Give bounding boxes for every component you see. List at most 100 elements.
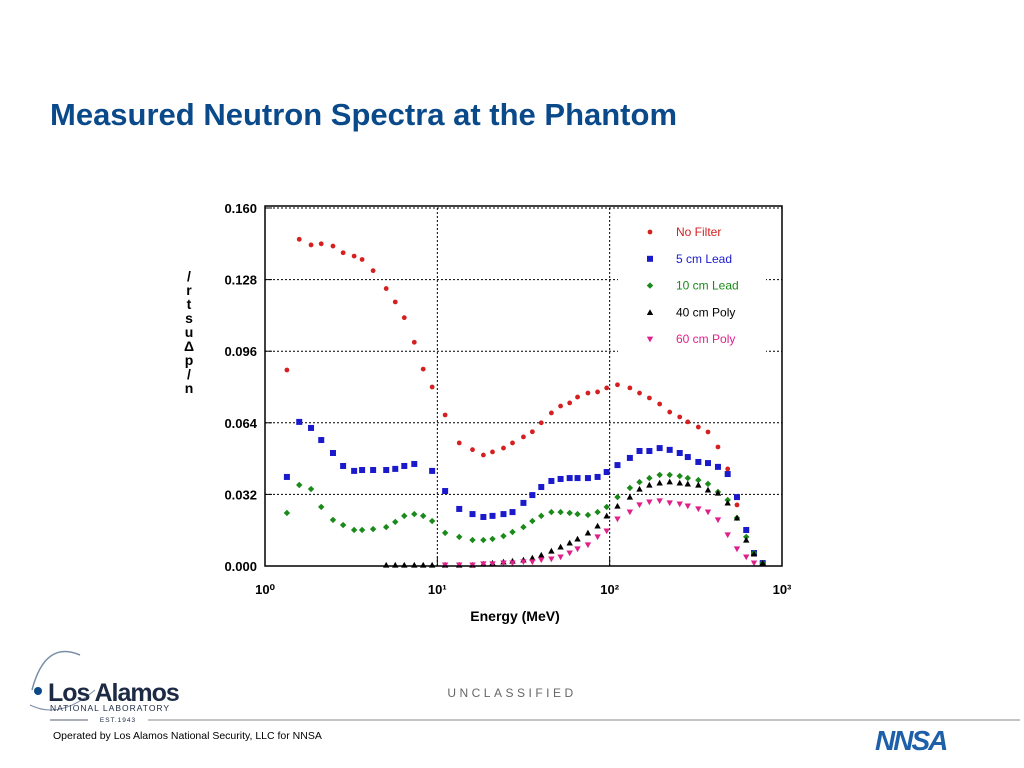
marker <box>411 460 418 467</box>
marker <box>318 241 324 247</box>
marker <box>442 412 448 418</box>
marker <box>656 445 663 452</box>
marker <box>509 528 516 536</box>
marker <box>369 525 377 533</box>
marker <box>420 512 427 520</box>
marker <box>594 473 601 480</box>
marker <box>594 508 601 516</box>
marker <box>456 440 462 446</box>
marker <box>646 447 653 454</box>
marker <box>759 559 766 566</box>
y-axis-label: /rtsuΔp/n <box>181 268 197 394</box>
marker <box>666 500 673 507</box>
marker <box>283 473 290 480</box>
logo-dot <box>34 687 42 695</box>
marker <box>480 561 487 568</box>
marker <box>695 424 701 430</box>
marker <box>646 474 653 482</box>
marker <box>442 488 449 495</box>
marker <box>529 429 535 435</box>
marker <box>656 479 663 486</box>
marker <box>557 554 564 561</box>
marker <box>370 467 377 474</box>
marker <box>296 481 303 489</box>
marker <box>489 512 496 519</box>
y-tick-label: 0.032 <box>224 487 257 502</box>
marker <box>296 418 303 425</box>
marker <box>318 503 325 511</box>
marker <box>469 536 476 544</box>
marker <box>626 509 634 516</box>
marker <box>548 477 555 484</box>
marker <box>637 390 642 396</box>
marker <box>339 521 347 529</box>
marker <box>715 444 721 450</box>
marker <box>656 471 663 479</box>
marker <box>566 539 573 546</box>
y-tick-label: 0.096 <box>224 344 257 359</box>
marker <box>657 401 663 407</box>
marker <box>548 556 555 563</box>
marker <box>626 454 633 461</box>
marker <box>603 503 610 511</box>
marker <box>646 395 652 401</box>
marker <box>401 462 408 469</box>
nnsa-logo: NNSA <box>875 725 947 756</box>
logo-name: Los Alamos <box>48 679 179 707</box>
marker <box>489 561 496 568</box>
marker <box>584 475 591 482</box>
marker <box>567 400 573 406</box>
marker <box>704 486 712 493</box>
marker <box>750 560 758 567</box>
marker <box>329 450 336 457</box>
marker <box>538 557 545 564</box>
marker <box>614 502 621 509</box>
marker <box>733 546 741 553</box>
marker <box>646 336 654 343</box>
marker <box>725 466 731 472</box>
marker <box>646 499 653 506</box>
marker <box>676 472 683 480</box>
marker <box>594 522 601 529</box>
marker <box>351 467 358 474</box>
x-tick-label: 10¹ <box>428 582 447 597</box>
marker <box>383 523 390 531</box>
marker <box>340 250 346 256</box>
marker <box>677 414 683 420</box>
marker <box>574 535 581 542</box>
marker <box>500 532 507 540</box>
marker <box>557 543 564 550</box>
marker <box>401 512 408 520</box>
marker <box>529 492 536 499</box>
y-tick-label: 0.064 <box>224 416 257 431</box>
legend-label: No Filter <box>676 225 721 239</box>
plot-frame <box>264 205 783 567</box>
marker <box>585 390 591 396</box>
axes: 0.000 0.032 0.064 0.096 0.128 0.160 10⁰ 10¹ 10² 1… <box>224 201 792 597</box>
marker <box>705 429 711 435</box>
marker <box>704 480 712 488</box>
marker <box>614 462 621 469</box>
marker <box>548 547 555 554</box>
marker <box>666 478 673 485</box>
marker <box>538 420 544 426</box>
marker <box>470 447 475 453</box>
marker <box>383 467 390 474</box>
marker <box>743 526 750 533</box>
marker <box>520 499 527 506</box>
marker <box>318 437 325 444</box>
marker <box>734 502 740 508</box>
marker <box>529 517 536 525</box>
marker <box>647 229 653 235</box>
x-tick-label: 10² <box>600 582 619 597</box>
marker <box>557 475 564 482</box>
marker <box>308 242 314 248</box>
marker <box>676 479 683 486</box>
marker <box>296 236 302 242</box>
marker <box>724 532 731 539</box>
marker <box>529 559 536 566</box>
classification: UNCLASSIFIED <box>447 686 576 700</box>
marker <box>420 366 426 372</box>
marker <box>594 534 601 541</box>
